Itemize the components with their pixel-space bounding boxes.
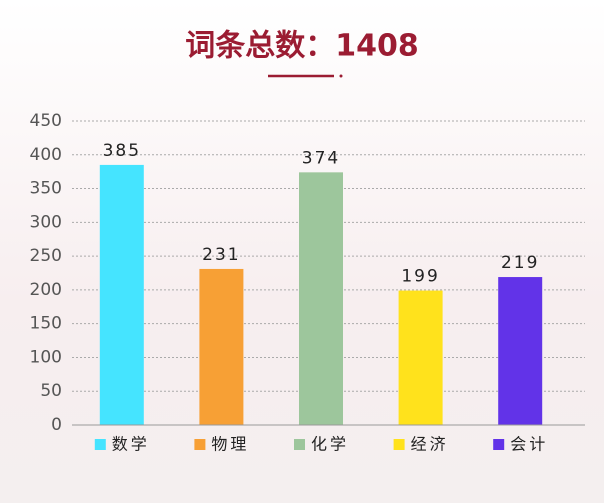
value-label: 374: [302, 148, 340, 168]
legend-swatch: [294, 439, 305, 450]
y-tick-label: 300: [30, 212, 62, 232]
legend-label: 数学: [112, 435, 150, 454]
y-tick-label: 250: [30, 246, 62, 266]
value-label: 385: [103, 141, 141, 161]
title-dot: [339, 74, 343, 78]
value-label: 231: [202, 245, 240, 265]
chart-title: 词条总数：1408: [185, 29, 419, 64]
bar: [398, 290, 443, 425]
legend-label: 物理: [211, 435, 249, 454]
legend-swatch: [94, 439, 106, 450]
bar: [199, 268, 244, 425]
y-tick-label: 400: [30, 145, 62, 165]
legend-label: 经济: [411, 435, 449, 454]
y-tick-label: 0: [51, 415, 62, 435]
value-label: 219: [501, 253, 539, 273]
legend-label: 会计: [510, 435, 548, 454]
y-tick-label: 150: [30, 314, 62, 334]
bar: [498, 277, 543, 425]
value-label: 199: [401, 267, 439, 287]
legend-swatch: [393, 439, 405, 450]
legend-label: 化学: [311, 435, 349, 454]
bar: [299, 172, 343, 425]
y-tick-label: 450: [30, 111, 62, 131]
legend-swatch: [493, 439, 505, 450]
y-tick-label: 100: [30, 347, 62, 367]
y-tick-label: 350: [30, 179, 62, 199]
y-tick-label: 50: [40, 381, 62, 401]
bar: [99, 164, 144, 425]
y-tick-label: 200: [30, 280, 62, 300]
legend-swatch: [194, 439, 206, 450]
